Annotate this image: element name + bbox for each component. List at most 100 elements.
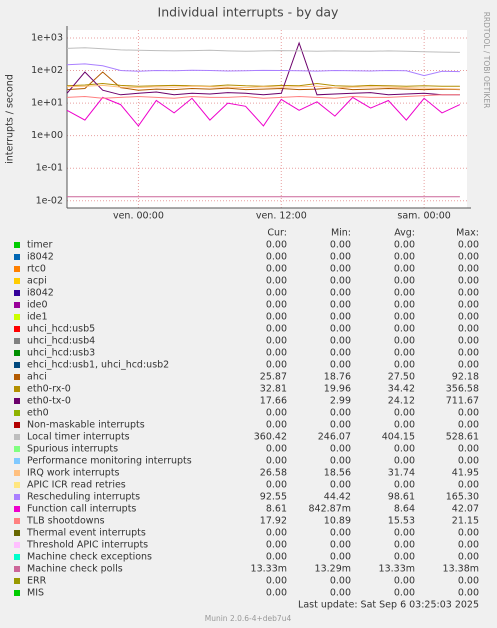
series-line — [66, 84, 460, 90]
legend-label: eth0-rx-0 — [27, 384, 71, 395]
legend-stat: 842.87m — [309, 504, 352, 515]
legend-header: Cur: — [267, 228, 287, 239]
series-line — [66, 96, 461, 127]
legend-stat: 92.55 — [260, 492, 287, 503]
x-tick-label: ven. 12:00 — [256, 211, 307, 222]
legend-stat: 0.00 — [330, 336, 351, 347]
legend-stat: 0.00 — [330, 312, 351, 323]
legend-stat: 0.00 — [266, 420, 287, 431]
legend-stat: 0.00 — [330, 480, 351, 491]
legend-stat: 0.00 — [394, 348, 415, 359]
legend-stat: 0.00 — [330, 420, 351, 431]
x-tick-label: ven. 00:00 — [113, 211, 164, 222]
legend-stat: 0.00 — [458, 408, 479, 419]
legend-label: APIC ICR read retries — [27, 480, 126, 491]
legend-label: eth0 — [27, 408, 49, 419]
legend-stat: 0.00 — [266, 408, 287, 419]
legend-stat: 18.56 — [324, 468, 351, 479]
legend-swatch — [14, 326, 20, 332]
legend-swatch — [14, 590, 20, 596]
legend-swatch — [14, 506, 20, 512]
legend-stat: 8.61 — [266, 504, 287, 515]
legend-stat: 0.00 — [458, 576, 479, 587]
legend-label: ahci — [27, 372, 47, 383]
legend-label: eth0-tx-0 — [27, 396, 71, 407]
legend-stat: 2.99 — [330, 396, 351, 407]
y-tick-label: 1e+03 — [31, 32, 63, 43]
legend-stat: 0.00 — [266, 288, 287, 299]
legend-label: ide0 — [27, 300, 48, 311]
legend-stat: 0.00 — [458, 360, 479, 371]
series-line — [66, 94, 460, 99]
legend-stat: 0.00 — [394, 528, 415, 539]
legend-stat: 0.00 — [266, 480, 287, 491]
legend-stat: 0.00 — [330, 360, 351, 371]
legend-stat: 24.12 — [388, 396, 415, 407]
legend-stat: 15.53 — [388, 516, 415, 527]
y-axis-label: interrupts / second — [5, 74, 16, 164]
legend-label: rtc0 — [27, 264, 46, 275]
legend-stat: 0.00 — [330, 576, 351, 587]
legend-stat: 0.00 — [458, 276, 479, 287]
plot-area — [67, 30, 467, 208]
legend-stat: 42.07 — [452, 504, 479, 515]
legend-swatch — [14, 362, 20, 368]
legend-stat: 0.00 — [458, 252, 479, 263]
legend-label: Threshold APIC interrupts — [26, 540, 148, 551]
legend-label: Rescheduling interrupts — [27, 492, 140, 503]
legend-swatch — [14, 446, 20, 452]
legend-label: Thermal event interrupts — [26, 528, 146, 539]
legend-stat: 0.00 — [394, 552, 415, 563]
legend-stat: 0.00 — [330, 408, 351, 419]
y-tick-label: 1e+00 — [31, 130, 63, 141]
legend-stat: 17.92 — [260, 516, 287, 527]
legend-stat: 0.00 — [394, 300, 415, 311]
legend-stat: 0.00 — [394, 408, 415, 419]
legend-stat: 0.00 — [266, 240, 287, 251]
legend-label: uhci_hcd:usb4 — [27, 336, 95, 347]
legend-stat: 18.76 — [324, 372, 351, 383]
legend-stat: 0.00 — [330, 456, 351, 467]
legend-label: timer — [27, 240, 52, 251]
legend-stat: 0.00 — [394, 312, 415, 323]
legend-label: Machine check polls — [27, 564, 123, 575]
legend-stat: 0.00 — [458, 324, 479, 335]
legend-stat: 0.00 — [458, 348, 479, 359]
legend-swatch — [14, 482, 20, 488]
legend-stat: 0.00 — [266, 360, 287, 371]
legend-header: Max: — [456, 228, 479, 239]
legend-stat: 0.00 — [266, 336, 287, 347]
legend-stat: 360.42 — [254, 432, 287, 443]
legend-stat: 0.00 — [330, 252, 351, 263]
legend-stat: 0.00 — [394, 252, 415, 263]
legend-stat: 0.00 — [330, 444, 351, 455]
legend-stat: 13.33m — [379, 564, 415, 575]
legend-stat: 32.81 — [260, 384, 287, 395]
legend-swatch — [14, 254, 20, 260]
legend-stat: 0.00 — [458, 528, 479, 539]
legend-stat: 0.00 — [394, 588, 415, 599]
series-line — [66, 71, 460, 91]
legend-stat: 0.00 — [266, 588, 287, 599]
legend-stat: 92.18 — [452, 372, 479, 383]
legend-stat: 0.00 — [394, 288, 415, 299]
legend-stat: 21.15 — [452, 516, 479, 527]
legend-stat: 0.00 — [394, 324, 415, 335]
legend-swatch — [14, 302, 20, 308]
legend-stat: 0.00 — [458, 300, 479, 311]
legend-stat: 0.00 — [266, 324, 287, 335]
legend-stat: 34.42 — [388, 384, 415, 395]
legend-stat: 0.00 — [330, 276, 351, 287]
legend-stat: 0.00 — [394, 540, 415, 551]
series-line — [66, 47, 460, 53]
series-line — [66, 41, 460, 96]
legend-stat: 0.00 — [266, 252, 287, 263]
legend-label: TLB shootdowns — [26, 516, 105, 527]
footer: Munin 2.0.6-4+deb7u4 — [205, 614, 292, 623]
legend-stat: 0.00 — [330, 348, 351, 359]
y-tick-label: 1e+02 — [31, 65, 63, 76]
legend-stat: 528.61 — [446, 432, 479, 443]
legend-stat: 0.00 — [394, 444, 415, 455]
